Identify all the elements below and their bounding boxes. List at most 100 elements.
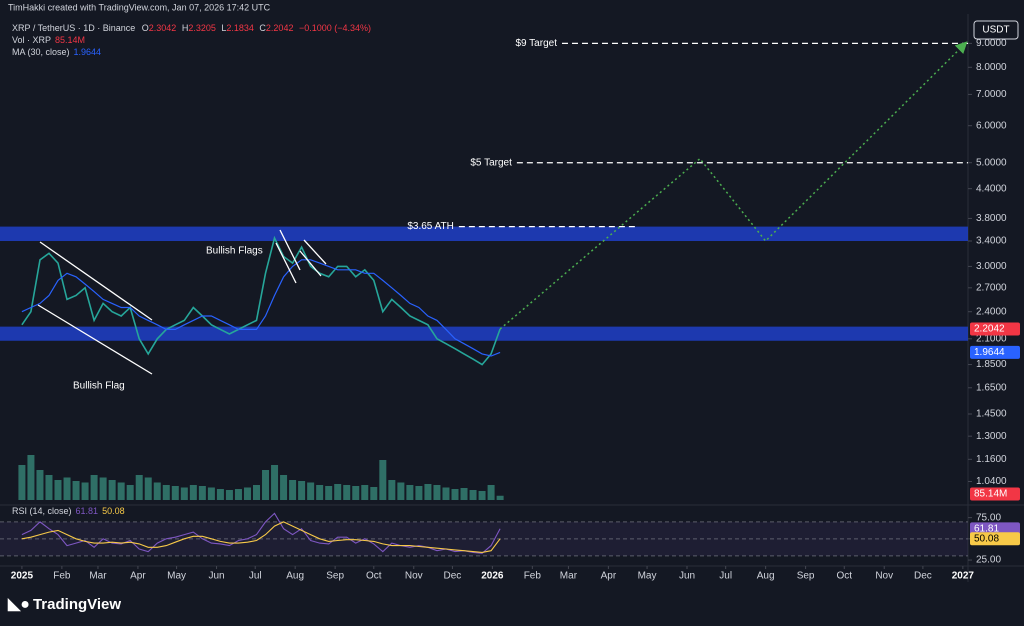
legend-value: 50.08 [102, 506, 125, 516]
y-tick-label: 25.00 [976, 555, 1001, 566]
rsi-line [21, 512, 501, 554]
y-tick-label: 2.1000 [976, 333, 1007, 344]
volume-bar [397, 482, 405, 500]
ohlc-key: L [221, 23, 226, 33]
volume-bar [451, 489, 459, 500]
volume-bar [424, 484, 432, 500]
volume-bar [171, 486, 179, 500]
volume-bar [216, 489, 224, 500]
volume-bar [153, 482, 161, 500]
value-tag [970, 322, 1020, 336]
x-tick-label: 2027 [952, 571, 975, 582]
volume-bar [280, 475, 288, 500]
ohlc-value: 2.2042 [266, 23, 294, 33]
volume-bar [316, 485, 324, 500]
trendline [39, 241, 153, 321]
x-tick-label: Oct [836, 571, 852, 582]
x-tick-label: 2026 [481, 571, 504, 582]
y-tick-label: 1.6500 [976, 382, 1007, 393]
volume-bar [496, 495, 504, 500]
brand-name: TradingView [33, 596, 121, 613]
volume-bar [271, 465, 279, 500]
y-tick-label: 3.4000 [976, 236, 1007, 247]
volume-bar [253, 485, 261, 500]
ohlc-value: 2.1834 [226, 23, 254, 33]
price-pane [0, 41, 968, 557]
brand: ◣● TradingView [7, 596, 121, 613]
volume-bar [243, 487, 251, 500]
ma-line [21, 259, 501, 357]
trendline [37, 304, 153, 375]
volume-bar [478, 491, 486, 500]
volume-bar [225, 490, 233, 500]
trendline [275, 242, 297, 284]
y-tick-label: 2.4000 [976, 306, 1007, 317]
x-tick-label: Jun [208, 571, 224, 582]
volume-bar [81, 482, 89, 500]
x-tick-label: Jul [249, 571, 262, 582]
volume-bar [289, 480, 297, 500]
currency[interactable]: USDT [982, 25, 1009, 36]
volume-bar [307, 482, 315, 500]
ohlc-value: 2.3042 [149, 23, 177, 33]
ohlc-key: O [142, 23, 149, 33]
volume-bar [262, 470, 270, 500]
value-tag-label: 2.2042 [974, 324, 1005, 335]
x-tick-label: May [638, 571, 657, 582]
change: −0.1000 (−4.34%) [299, 23, 371, 33]
volume-bar [234, 489, 242, 500]
volume-bar [442, 487, 450, 500]
x-tick-label: Feb [524, 571, 542, 582]
volume-bar [108, 480, 116, 500]
legend-name: RSI (14, close) [12, 506, 72, 516]
volume-bar [117, 482, 125, 500]
brand-logo: ◣● [7, 596, 30, 613]
target-label: $9 Target [515, 38, 557, 49]
volume-bar [334, 484, 342, 500]
y-tick-label: 2.7000 [976, 282, 1007, 293]
volume-bar [54, 480, 62, 500]
value-tag [970, 345, 1020, 359]
volume-bar [63, 477, 71, 500]
rsi-ma-line [21, 521, 501, 553]
legend-value: 85.14M [55, 35, 85, 45]
x-tick-label: Dec [914, 571, 932, 582]
y-tick-label: 3.0000 [976, 261, 1007, 272]
price-line [21, 235, 501, 366]
y-tick-label: 1.4500 [976, 409, 1007, 420]
currency-box[interactable] [973, 20, 1019, 40]
volume-bar [388, 480, 396, 500]
y-tick-label: 1.1600 [976, 454, 1007, 465]
x-tick-label: Jun [679, 571, 695, 582]
projection-line [499, 41, 968, 330]
volume-bar [45, 475, 53, 500]
volume-bar [27, 455, 35, 500]
volume-bar [198, 486, 206, 500]
volume-bar [180, 487, 188, 500]
volume-bar [36, 470, 44, 500]
y-tick-label: 3.8000 [976, 213, 1007, 224]
x-tick-label: Apr [130, 571, 146, 582]
y-tick-label: 4.4000 [976, 183, 1007, 194]
overlay: TimHakki created with TradingView.com, J… [7, 2, 1020, 613]
volume-bar [460, 488, 468, 500]
y-tick-label: 75.00 [976, 512, 1001, 523]
volume-bar [406, 485, 414, 500]
x-tick-label: May [167, 571, 186, 582]
volume-legend: Vol · XRP 85.14M [12, 35, 85, 45]
ohlc-key: H [182, 23, 189, 33]
annotation: Bullish Flag [73, 381, 125, 392]
x-tick-label: Nov [875, 571, 893, 582]
target-label: $3.65 ATH [407, 221, 454, 232]
volume-bar [370, 487, 378, 500]
volume-bar [189, 485, 197, 500]
x-tick-label: Nov [405, 571, 423, 582]
volume-bar [469, 490, 477, 500]
symbol-line: XRP / TetherUS · 1D · Binance O2.3042 H2… [12, 23, 371, 33]
volume-bar [433, 485, 441, 500]
x-tick-label: Sep [797, 571, 815, 582]
y-tick-label: 6.0000 [976, 120, 1007, 131]
y-tick-label: 8.0000 [976, 62, 1007, 73]
value-tag-label: 1.9644 [974, 347, 1005, 358]
